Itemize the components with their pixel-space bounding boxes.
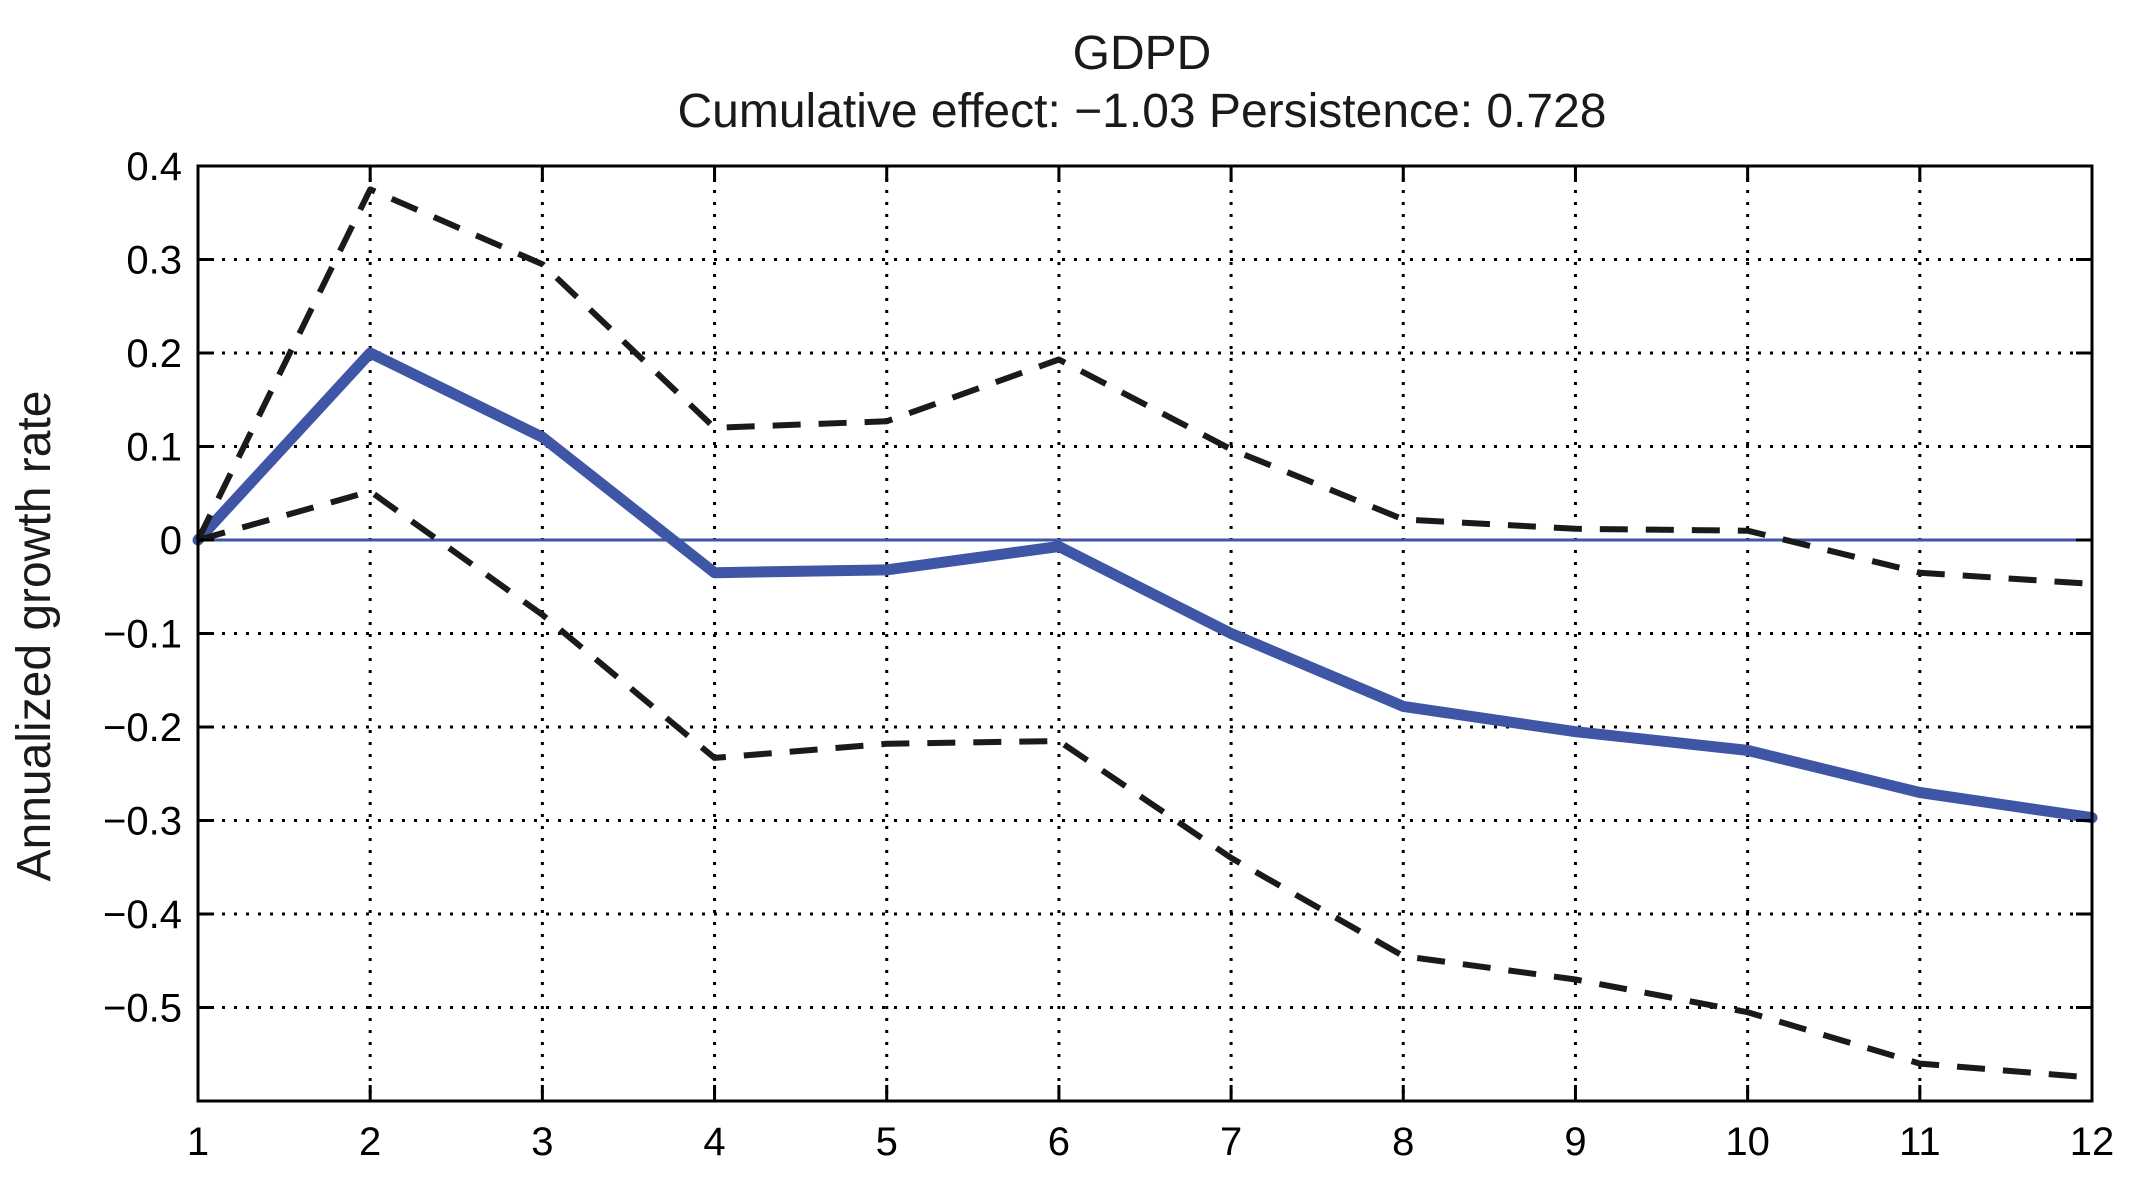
x-tick-label: 12 xyxy=(2070,1120,2115,1164)
grid-lines xyxy=(198,166,2092,1101)
y-tick-label: −0.5 xyxy=(103,987,182,1031)
chart-subtitle: Cumulative effect: −1.03 Persistence: 0.… xyxy=(678,85,1607,138)
x-tick-label: 6 xyxy=(1048,1120,1070,1164)
x-tick-label: 8 xyxy=(1392,1120,1414,1164)
x-tick-label: 11 xyxy=(1899,1120,1941,1164)
x-tick-label: 3 xyxy=(531,1120,553,1164)
tick-labels: 1 2 3 4 5 6 7 8 9 10 11 120.40.30.20.10−0.1−0.2−0.3… xyxy=(103,145,2114,1164)
y-tick-label: 0.3 xyxy=(126,239,182,283)
x-tick-label: 5 xyxy=(876,1120,898,1164)
x-tick-label: 7 xyxy=(1220,1120,1242,1164)
x-tick-label: 2 xyxy=(359,1120,381,1164)
y-tick-label: 0.2 xyxy=(126,332,182,376)
y-tick-label: 0 xyxy=(160,519,182,563)
x-tick-label: 4 xyxy=(703,1120,725,1164)
chart-title: GDPD xyxy=(1073,27,1212,80)
y-tick-label: −0.2 xyxy=(103,706,182,750)
x-tick-label: 1 xyxy=(187,1120,209,1164)
y-tick-label: 0.4 xyxy=(126,145,182,189)
y-tick-label: −0.4 xyxy=(103,893,182,937)
upper-bound-line xyxy=(195,186,2093,587)
tick-marks xyxy=(196,164,2094,1101)
lower-bound-line xyxy=(197,488,2093,1081)
y-tick-label: −0.1 xyxy=(103,613,182,657)
y-tick-label: 0.1 xyxy=(126,426,182,470)
x-tick-label: 10 xyxy=(1725,1120,1770,1164)
response-line xyxy=(192,347,2098,824)
y-axis-label: Annualized growth rate xyxy=(8,391,61,882)
x-tick-label: 9 xyxy=(1564,1120,1586,1164)
y-tick-label: −0.3 xyxy=(103,800,182,844)
